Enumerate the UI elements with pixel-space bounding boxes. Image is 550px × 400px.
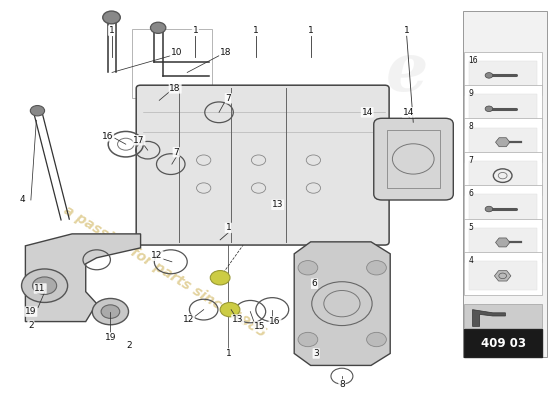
Text: 2: 2: [28, 321, 34, 330]
Bar: [469, 61, 537, 90]
Text: 6: 6: [469, 189, 474, 198]
Text: 18: 18: [220, 48, 232, 57]
Bar: [469, 161, 537, 190]
Circle shape: [21, 269, 68, 302]
Text: 9: 9: [469, 89, 474, 98]
Bar: [464, 219, 542, 262]
Polygon shape: [472, 310, 505, 326]
Text: e: e: [386, 40, 428, 105]
FancyBboxPatch shape: [374, 118, 453, 200]
Bar: [464, 118, 542, 162]
Circle shape: [298, 332, 318, 347]
Text: 11: 11: [35, 284, 46, 293]
Text: 7: 7: [469, 156, 474, 165]
Text: 3: 3: [314, 349, 319, 358]
Circle shape: [103, 11, 120, 24]
Bar: [387, 130, 439, 188]
Text: 2: 2: [127, 341, 133, 350]
Text: 14: 14: [403, 108, 414, 117]
Text: 1: 1: [226, 224, 231, 232]
Text: 19: 19: [25, 307, 37, 316]
Circle shape: [210, 270, 230, 285]
Text: 1: 1: [192, 26, 199, 35]
Circle shape: [101, 305, 120, 318]
Text: 5: 5: [469, 223, 474, 232]
Text: 13: 13: [232, 315, 244, 324]
Bar: [464, 52, 542, 95]
Text: 10: 10: [170, 48, 182, 57]
Circle shape: [485, 72, 493, 78]
Bar: [463, 11, 547, 358]
Text: 8: 8: [339, 380, 345, 389]
Circle shape: [485, 206, 493, 212]
Circle shape: [485, 106, 493, 112]
Text: 409 03: 409 03: [481, 337, 526, 350]
Text: 4: 4: [469, 256, 474, 265]
Text: 8: 8: [469, 122, 474, 132]
Text: 1: 1: [226, 349, 231, 358]
Bar: [464, 252, 542, 295]
Text: 1: 1: [253, 26, 258, 35]
Bar: [464, 185, 542, 228]
Polygon shape: [496, 138, 510, 147]
Text: 18: 18: [169, 84, 181, 93]
Text: 6: 6: [312, 279, 317, 288]
Text: 16: 16: [270, 317, 280, 326]
Text: 13: 13: [272, 200, 283, 209]
Text: 15: 15: [254, 322, 266, 331]
Circle shape: [367, 332, 386, 347]
Text: 12: 12: [183, 315, 194, 324]
Text: 7: 7: [173, 148, 179, 157]
Text: 7: 7: [226, 94, 231, 103]
Polygon shape: [25, 234, 141, 322]
Circle shape: [32, 277, 57, 294]
Bar: [469, 261, 537, 290]
Circle shape: [220, 302, 240, 317]
Text: a passion for parts since 1985: a passion for parts since 1985: [62, 203, 269, 340]
Text: 19: 19: [104, 333, 116, 342]
Text: 4: 4: [20, 196, 25, 204]
Bar: [469, 194, 537, 224]
Text: 1: 1: [404, 26, 410, 35]
Text: 16: 16: [469, 56, 478, 65]
Text: 14: 14: [361, 108, 373, 117]
Bar: [469, 228, 537, 257]
Text: 16: 16: [102, 132, 113, 141]
Text: 1: 1: [109, 26, 114, 35]
Bar: [469, 128, 537, 157]
Polygon shape: [494, 271, 511, 281]
Circle shape: [298, 260, 318, 275]
Text: 12: 12: [151, 251, 163, 260]
Bar: [469, 94, 537, 123]
Circle shape: [367, 260, 386, 275]
Polygon shape: [496, 238, 510, 247]
Bar: [464, 85, 542, 128]
Circle shape: [30, 106, 45, 116]
Circle shape: [92, 298, 129, 325]
Text: 17: 17: [133, 136, 145, 145]
Circle shape: [151, 22, 166, 33]
Bar: [464, 304, 542, 328]
Text: 1: 1: [308, 26, 314, 35]
Bar: [464, 329, 542, 358]
Polygon shape: [294, 242, 390, 366]
Bar: [464, 152, 542, 195]
Bar: [133, 28, 212, 98]
FancyBboxPatch shape: [136, 85, 389, 245]
